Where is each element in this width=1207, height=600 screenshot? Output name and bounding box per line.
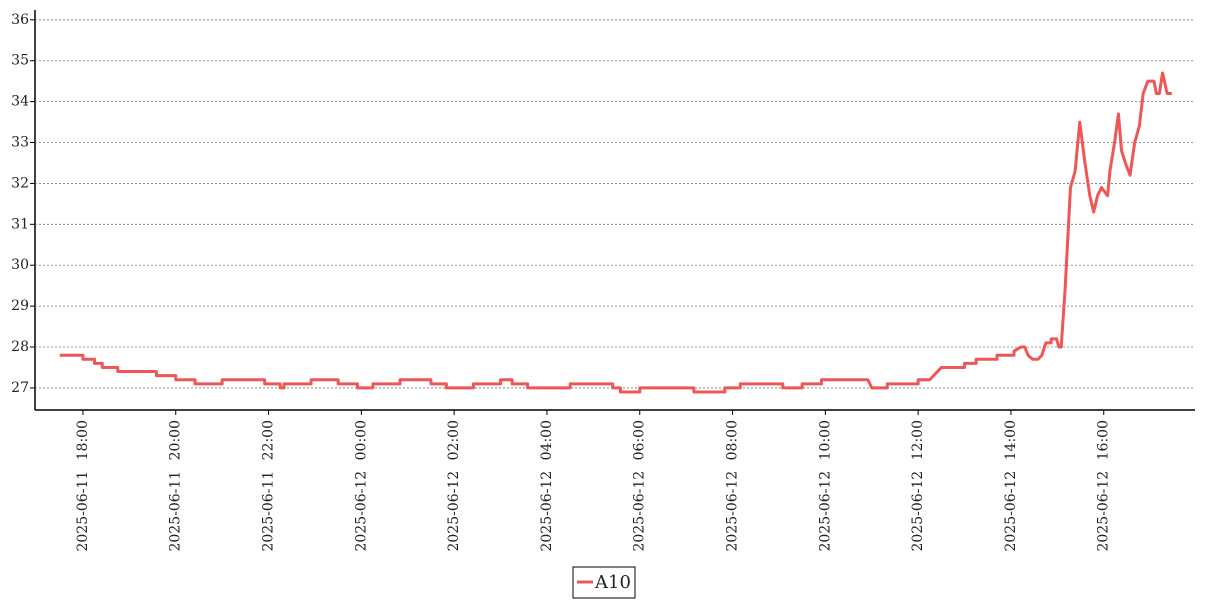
x-tick-label: 2025-06-11 20:00: [168, 420, 184, 552]
x-tick-label: 2025-06-11 18:00: [75, 420, 91, 552]
x-tick-label: 2025-06-12 00:00: [353, 420, 369, 552]
x-tick-label: 2025-06-12 10:00: [817, 420, 833, 552]
y-tick-label: 34: [11, 94, 29, 110]
legend-label: A10: [594, 572, 631, 593]
x-tick-label: 2025-06-12 08:00: [725, 420, 741, 552]
x-tick-label: 2025-06-12 16:00: [1096, 420, 1112, 552]
series-line: [59, 71, 1172, 394]
x-tick-label: 2025-06-12 02:00: [446, 420, 462, 552]
y-tick-label: 30: [11, 257, 29, 273]
y-tick-label: 31: [11, 216, 29, 232]
x-tick-label: 2025-06-12 14:00: [1003, 420, 1019, 552]
y-tick-label: 28: [11, 339, 29, 355]
x-tick-label: 2025-06-12 12:00: [910, 420, 926, 552]
x-tick-label: 2025-06-12 06:00: [632, 420, 648, 552]
y-tick-label: 35: [11, 53, 29, 69]
x-tick-label: 2025-06-11 22:00: [261, 420, 277, 552]
y-tick-label: 32: [11, 175, 29, 191]
y-tick-label: 29: [11, 298, 29, 314]
y-tick-label: 33: [11, 135, 29, 151]
y-tick-label: 36: [11, 12, 29, 28]
y-tick-label: 27: [11, 380, 29, 396]
x-tick-label: 2025-06-12 04:00: [539, 420, 555, 552]
